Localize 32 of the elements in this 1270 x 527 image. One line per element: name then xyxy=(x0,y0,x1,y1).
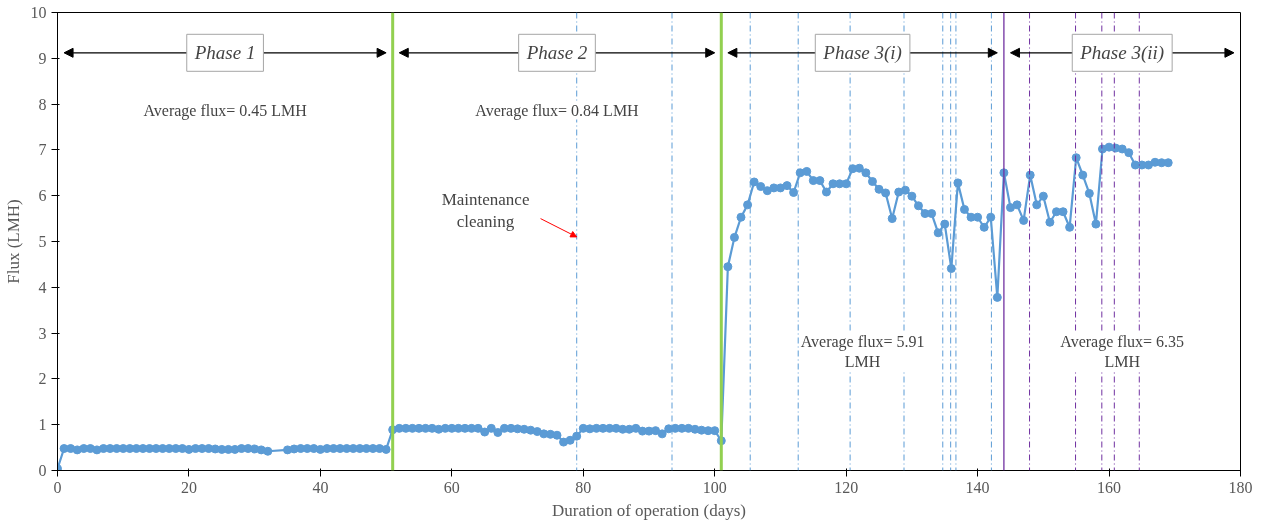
annotation: Average flux= 0.45 LMH xyxy=(143,102,308,121)
y-tick-label: 4 xyxy=(38,278,47,296)
annotation: Phase 1 xyxy=(193,42,256,64)
y-tick-label: 2 xyxy=(38,370,47,388)
annotation: Average flux= 5.91 LMH xyxy=(800,332,925,371)
x-axis-title: Duration of operation (days) xyxy=(551,500,747,520)
annotation: Phase 3(i) xyxy=(822,42,902,65)
x-tick-label: 0 xyxy=(53,478,62,496)
x-tick-label: 100 xyxy=(702,478,727,496)
x-tick-label: 60 xyxy=(443,478,460,496)
x-tick-label: 180 xyxy=(1228,478,1253,496)
y-axis-title: Flux (LMH) xyxy=(3,199,23,284)
x-tick-label: 80 xyxy=(575,478,592,496)
y-tick-label: 7 xyxy=(38,141,47,159)
annotation: Phase 3(ii) xyxy=(1079,42,1165,65)
y-tick-label: 8 xyxy=(38,95,47,113)
y-tick-label: 1 xyxy=(38,416,47,434)
y-tick-label: 10 xyxy=(30,4,47,21)
annotation: Average flux= 0.84 LMH xyxy=(475,102,640,121)
annotation: Phase 2 xyxy=(525,42,588,64)
x-tick-label: 140 xyxy=(965,478,990,496)
x-tick-label: 20 xyxy=(180,478,197,496)
y-tick-label: 9 xyxy=(38,49,47,67)
y-tick-label: 5 xyxy=(38,233,47,250)
x-tick-label: 160 xyxy=(1097,478,1122,496)
y-tick-label: 3 xyxy=(38,324,47,342)
y-tick-label: 0 xyxy=(38,462,47,479)
x-tick-label: 120 xyxy=(834,478,859,496)
x-tick-label: 40 xyxy=(312,478,329,496)
y-tick-label: 6 xyxy=(38,187,47,205)
annotation: Maintenance cleaning xyxy=(441,189,530,232)
annotation: Average flux= 6.35 LMH xyxy=(1060,332,1185,371)
